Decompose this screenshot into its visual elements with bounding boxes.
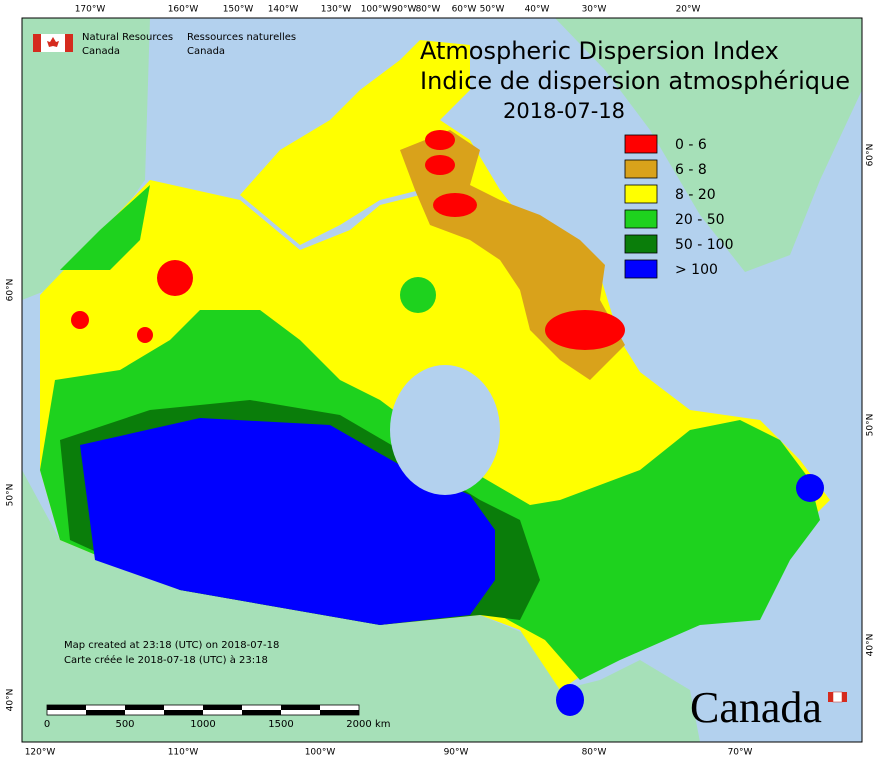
scale-bar-label: 2000: [346, 719, 371, 730]
flag-band: [65, 34, 73, 52]
legend-label: > 100: [675, 262, 718, 278]
scale-bar: 0 500 1000 1500 2000 km: [44, 704, 391, 730]
legend-swatch: [624, 234, 658, 254]
legend-swatch: [624, 259, 658, 279]
scale-bar-label: 1500: [268, 719, 293, 730]
greenland: [555, 18, 862, 272]
longitude-label: 70°W: [728, 748, 753, 758]
title: Indice de dispersion atmosphérique: [420, 67, 850, 95]
zone-blue: [80, 418, 495, 625]
flag-centre: [832, 691, 843, 703]
longitude-label: 20°W: [676, 5, 701, 15]
longitude-label: 30°W: [582, 5, 607, 15]
scale-bar-segment: [203, 705, 242, 710]
longitude-label: 100°W: [305, 748, 336, 758]
longitude-label: 150°W: [223, 5, 254, 15]
zone-red-5: [425, 130, 455, 150]
zone-green-north: [60, 185, 150, 270]
longitude-label: 80°W: [416, 5, 441, 15]
longitude-label: 40°W: [525, 5, 550, 15]
org-name: Canada: [82, 46, 120, 57]
org-name: Canada: [187, 46, 225, 57]
zone-blue-south: [556, 684, 584, 716]
scale-bar-segment: [320, 710, 359, 715]
latitude-label: 40°N: [866, 634, 876, 657]
flag-band: [842, 692, 847, 702]
map-border: [21, 17, 863, 743]
longitude-label: 120°W: [25, 748, 56, 758]
united-states: [22, 470, 700, 742]
legend-label: 20 - 50: [675, 212, 725, 228]
footer-note: Map created at 23:18 (UTC) on 2018-07-18: [64, 640, 279, 651]
longitude-label: 90°W: [392, 5, 417, 15]
legend-label: 8 - 20: [675, 187, 716, 203]
wordmark: Canada: [690, 683, 847, 732]
scale-bar-label: 1000: [190, 719, 215, 730]
scale-bar-segment: [242, 710, 281, 715]
longitude-label: 90°W: [444, 748, 469, 758]
scale-bar-segment: [281, 705, 320, 710]
longitude-label: 50°W: [480, 5, 505, 15]
title: Atmospheric Dispersion Index: [420, 37, 779, 65]
footer-note: Carte créée le 2018-07-18 (UTC) à 23:18: [64, 654, 268, 666]
scale-bar-label: 500: [115, 719, 134, 730]
latitude-label: 60°N: [6, 279, 16, 302]
legend-label: 50 - 100: [675, 237, 734, 253]
zone-green-islet: [400, 277, 436, 313]
legend-swatch: [624, 184, 658, 204]
longitude-label: 80°W: [582, 748, 607, 758]
legend-label: 0 - 6: [675, 137, 707, 153]
longitude-label: 160°W: [168, 5, 199, 15]
legend-label: 6 - 8: [675, 162, 707, 178]
latitude-label: 40°N: [6, 689, 16, 712]
zone-red-7: [137, 327, 153, 343]
org-header: Natural Resources Canada Ressources natu…: [33, 32, 296, 57]
wordmark-text: Canada: [690, 683, 822, 732]
zone-red-1: [157, 260, 193, 296]
legend-swatch: [624, 159, 658, 179]
longitude-label: 60°W: [452, 5, 477, 15]
org-name: Natural Resources: [82, 32, 173, 43]
scale-bar-unit: km: [375, 719, 391, 730]
legend-swatch: [624, 134, 658, 154]
latitude-label: 50°N: [866, 414, 876, 437]
flag-band: [828, 692, 833, 702]
scale-bar-segment: [125, 705, 164, 710]
flag-leaf: [47, 37, 59, 47]
scale-bar-label: 0: [44, 719, 50, 730]
longitude-label: 130°W: [321, 5, 352, 15]
zone-red-3: [433, 193, 477, 217]
alaska: [22, 18, 150, 300]
flag-band: [33, 34, 41, 52]
zone-blue-east: [796, 474, 824, 502]
longitude-label: 100°W: [361, 5, 392, 15]
scale-bar-segment: [164, 710, 203, 715]
map-frame: [21, 17, 863, 743]
zone-red-4: [425, 155, 455, 175]
hudson-bay: [390, 365, 500, 495]
zone-red-2: [545, 310, 625, 350]
scale-bar-segment: [47, 705, 86, 710]
legend: 0 - 6 6 - 8 8 - 20 20 - 50 50 - 100 > 100: [624, 134, 734, 279]
scale-bar-segment: [86, 710, 125, 715]
latitude-label: 60°N: [866, 144, 876, 167]
longitude-label: 170°W: [75, 5, 106, 15]
date: 2018-07-18: [503, 99, 625, 123]
longitude-label: 110°W: [168, 748, 199, 758]
graticule-labels: 170°W 160°W 150°W 140°W 130°W 100°W 90°W 80°W 60…: [6, 5, 876, 758]
org-name: Ressources naturelles: [187, 32, 296, 43]
longitude-label: 140°W: [268, 5, 299, 15]
latitude-label: 50°N: [6, 484, 16, 507]
legend-swatch: [624, 209, 658, 229]
zone-red-6: [71, 311, 89, 329]
